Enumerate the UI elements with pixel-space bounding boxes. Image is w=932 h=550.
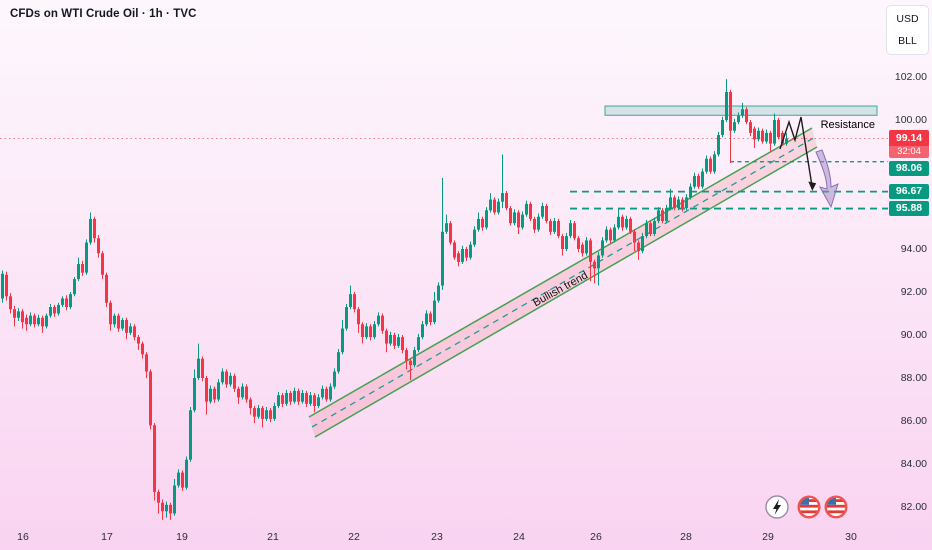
price-tick: 100.00 bbox=[894, 114, 927, 126]
zigzag-drawing[interactable] bbox=[779, 116, 813, 187]
price-tick: 90.00 bbox=[900, 329, 927, 341]
time-label: 29 bbox=[762, 531, 774, 543]
time-label: 30 bbox=[845, 531, 857, 543]
candles bbox=[1, 79, 788, 520]
channel-mid-line bbox=[311, 136, 815, 428]
price-tick: 102.00 bbox=[894, 71, 927, 83]
time-label: 22 bbox=[348, 531, 360, 543]
time-label: 17 bbox=[101, 531, 113, 543]
unit-label[interactable]: BLL bbox=[898, 35, 917, 47]
last-price-badge: 99.14 32:04 bbox=[889, 130, 929, 158]
price-tick: 88.00 bbox=[900, 372, 927, 384]
time-label: 24 bbox=[513, 531, 525, 543]
time-label: 19 bbox=[176, 531, 188, 543]
bar-countdown: 32:04 bbox=[889, 146, 929, 158]
symbol-title[interactable]: CFDs on WTI Crude Oil · 1h · TVC bbox=[10, 8, 197, 20]
zigzag-arrowhead bbox=[808, 181, 817, 191]
time-label: 23 bbox=[431, 531, 443, 543]
time-label: 16 bbox=[17, 531, 29, 543]
channel-upper-line[interactable] bbox=[308, 127, 813, 418]
us-flag-event-icon[interactable] bbox=[797, 495, 821, 519]
currency-label[interactable]: USD bbox=[896, 13, 919, 25]
channel-lower-line[interactable] bbox=[314, 146, 818, 438]
time-axis[interactable]: 16 17 19 21 22 23 24 26 28 29 30 bbox=[0, 528, 890, 550]
price-tick: 84.00 bbox=[900, 458, 927, 470]
resistance-label[interactable]: Resistance bbox=[821, 119, 875, 131]
price-tick: 92.00 bbox=[900, 286, 927, 298]
unit-currency-box[interactable]: USD BLL bbox=[886, 5, 929, 55]
level-badge-9667: 96.67 bbox=[889, 184, 929, 199]
time-label: 28 bbox=[680, 531, 692, 543]
event-lightning-icon[interactable] bbox=[765, 495, 789, 519]
level-badge-9806: 98.06 bbox=[889, 161, 929, 176]
us-flag-event-icon[interactable] bbox=[824, 495, 848, 519]
time-label: 26 bbox=[590, 531, 602, 543]
price-tick: 82.00 bbox=[900, 501, 927, 513]
time-label: 21 bbox=[267, 531, 279, 543]
last-price-value: 99.14 bbox=[889, 130, 929, 146]
level-badge-9588: 95.88 bbox=[889, 201, 929, 216]
price-tick: 86.00 bbox=[900, 415, 927, 427]
projection-arrow[interactable] bbox=[815, 149, 839, 209]
price-axis[interactable]: 102.00 100.00 94.00 92.00 90.00 88.00 86.00 84.… bbox=[888, 0, 932, 550]
price-tick: 94.00 bbox=[900, 243, 927, 255]
